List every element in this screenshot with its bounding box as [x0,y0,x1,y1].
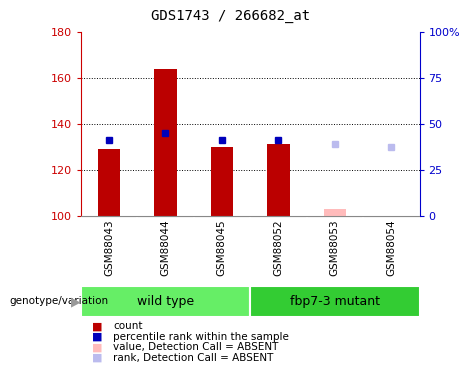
Text: ■: ■ [92,321,102,331]
Bar [98,149,120,216]
Text: GSM88053: GSM88053 [330,219,340,276]
Text: GSM88044: GSM88044 [160,219,171,276]
Text: ▶: ▶ [71,295,81,308]
Bar [324,209,346,216]
Bar [250,286,420,317]
Text: GSM88045: GSM88045 [217,219,227,276]
Bar [211,147,233,216]
Text: fbp7-3 mutant: fbp7-3 mutant [290,295,380,308]
Text: GSM88054: GSM88054 [386,219,396,276]
Text: genotype/variation: genotype/variation [9,297,108,306]
Text: GDS1743 / 266682_at: GDS1743 / 266682_at [151,9,310,23]
Text: ■: ■ [92,332,102,342]
Text: GSM88043: GSM88043 [104,219,114,276]
Bar [81,286,250,317]
Text: ■: ■ [92,353,102,363]
Text: ■: ■ [92,342,102,352]
Bar [267,144,290,216]
Text: rank, Detection Call = ABSENT: rank, Detection Call = ABSENT [113,353,273,363]
Bar [154,69,177,216]
Text: GSM88052: GSM88052 [273,219,284,276]
Text: value, Detection Call = ABSENT: value, Detection Call = ABSENT [113,342,278,352]
Text: wild type: wild type [137,295,194,308]
Text: count: count [113,321,142,331]
Text: percentile rank within the sample: percentile rank within the sample [113,332,289,342]
